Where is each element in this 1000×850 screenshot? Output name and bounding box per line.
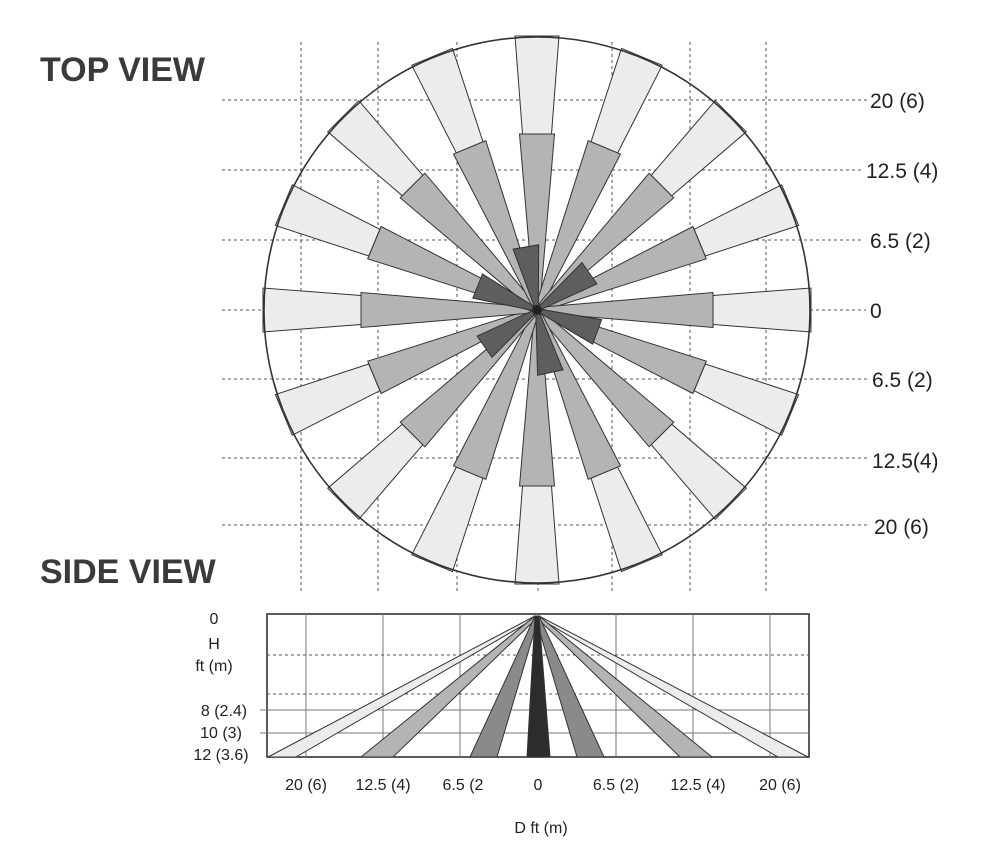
top-far-zone-9 [514, 485, 560, 585]
d-label-3: 6.5 (2 [443, 777, 484, 794]
top-row-label-1: 20 (6) [870, 90, 925, 113]
d-label-7: 20 (6) [759, 777, 801, 794]
top-far-zone-5 [712, 287, 812, 333]
d-label-6: 12.5 (4) [670, 777, 725, 794]
side-center-zone [526, 615, 551, 758]
sensor-point [532, 305, 542, 315]
top-far-zone-12 [274, 363, 381, 436]
h-label-10ft: 10 (3) [200, 725, 242, 742]
h-axis-zero: 0 [210, 611, 219, 628]
top-far-zone-11 [326, 423, 424, 521]
top-far-zone-10 [411, 466, 484, 573]
top-row-label-7: 20 (6) [874, 516, 929, 539]
top-view-coverage-lobes [262, 35, 812, 585]
top-row-label-4: 0 [870, 300, 882, 323]
h-label-12ft: 12 (3.6) [193, 747, 248, 764]
top-far-zone-4 [693, 184, 800, 257]
top-far-zone-2 [590, 47, 663, 154]
d-label-5: 6.5 (2) [593, 777, 639, 794]
side-view-d-axis: 20 (6) 12.5 (4) 6.5 (2 0 6.5 (2) 12.5 (4… [285, 777, 801, 837]
h-axis-unit: ft (m) [195, 658, 232, 675]
top-row-label-3: 6.5 (2) [870, 230, 931, 253]
d-axis-label: D ft (m) [514, 820, 567, 837]
d-label-2: 12.5 (4) [355, 777, 410, 794]
d-label-1: 20 (6) [285, 777, 327, 794]
top-far-zone-7 [650, 423, 748, 521]
side-view-coverage-lobes [267, 615, 809, 758]
d-label-4: 0 [534, 777, 543, 794]
top-far-zone-6 [693, 363, 800, 436]
top-far-zone-14 [274, 184, 381, 257]
top-far-zone-15 [326, 99, 424, 197]
side-view-title: SIDE VIEW [40, 553, 217, 591]
top-far-zone-13 [262, 287, 362, 333]
top-view-coverage-circle [263, 36, 811, 584]
top-far-zone-1 [514, 35, 560, 135]
top-row-label-2: 12.5 (4) [866, 160, 938, 183]
top-row-label-6: 12.5(4) [872, 450, 939, 473]
h-label-8ft: 8 (2.4) [201, 703, 247, 720]
top-far-zone-8 [590, 466, 663, 573]
top-view-row-labels: 20 (6) 12.5 (4) 6.5 (2) 0 6.5 (2) 12.5(4… [866, 90, 939, 539]
top-view-title: TOP VIEW [40, 51, 206, 89]
side-view-h-axis: 0 H ft (m) 8 (2.4) 10 (3) 12 (3.6) [193, 611, 248, 764]
top-far-zone-16 [411, 47, 484, 154]
top-row-label-5: 6.5 (2) [872, 369, 933, 392]
top-far-zone-3 [650, 99, 748, 197]
h-axis-label: H [208, 636, 220, 653]
